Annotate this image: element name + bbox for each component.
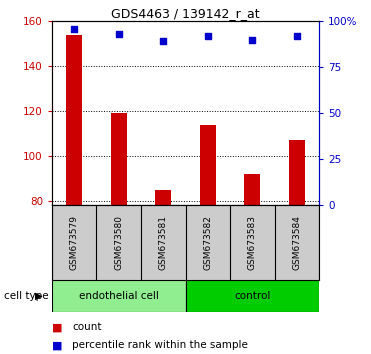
Bar	[186, 280, 319, 312]
Text: GSM673581: GSM673581	[159, 215, 168, 270]
Text: control: control	[234, 291, 270, 301]
Text: cell type: cell type	[4, 291, 48, 301]
Bar	[52, 280, 186, 312]
Text: GSM673584: GSM673584	[292, 215, 301, 270]
Bar	[244, 174, 260, 205]
Point	[116, 31, 122, 37]
Text: endothelial cell: endothelial cell	[79, 291, 159, 301]
Bar	[289, 140, 305, 205]
Text: GSM673580: GSM673580	[114, 215, 123, 270]
Text: ■: ■	[52, 340, 62, 350]
Bar	[111, 113, 127, 205]
Title: GDS4463 / 139142_r_at: GDS4463 / 139142_r_at	[111, 7, 260, 20]
Text: count: count	[72, 322, 102, 332]
Text: ▶: ▶	[35, 291, 43, 301]
Point	[294, 33, 300, 39]
Text: GSM673579: GSM673579	[70, 215, 79, 270]
Text: GSM673583: GSM673583	[248, 215, 257, 270]
Text: ■: ■	[52, 322, 62, 332]
Bar	[200, 125, 216, 205]
Point	[71, 26, 77, 32]
Bar	[155, 190, 171, 205]
Point	[205, 33, 211, 39]
Text: percentile rank within the sample: percentile rank within the sample	[72, 340, 248, 350]
Point	[249, 37, 255, 42]
Point	[160, 39, 166, 44]
Bar	[66, 35, 82, 205]
Text: GSM673582: GSM673582	[203, 215, 212, 270]
